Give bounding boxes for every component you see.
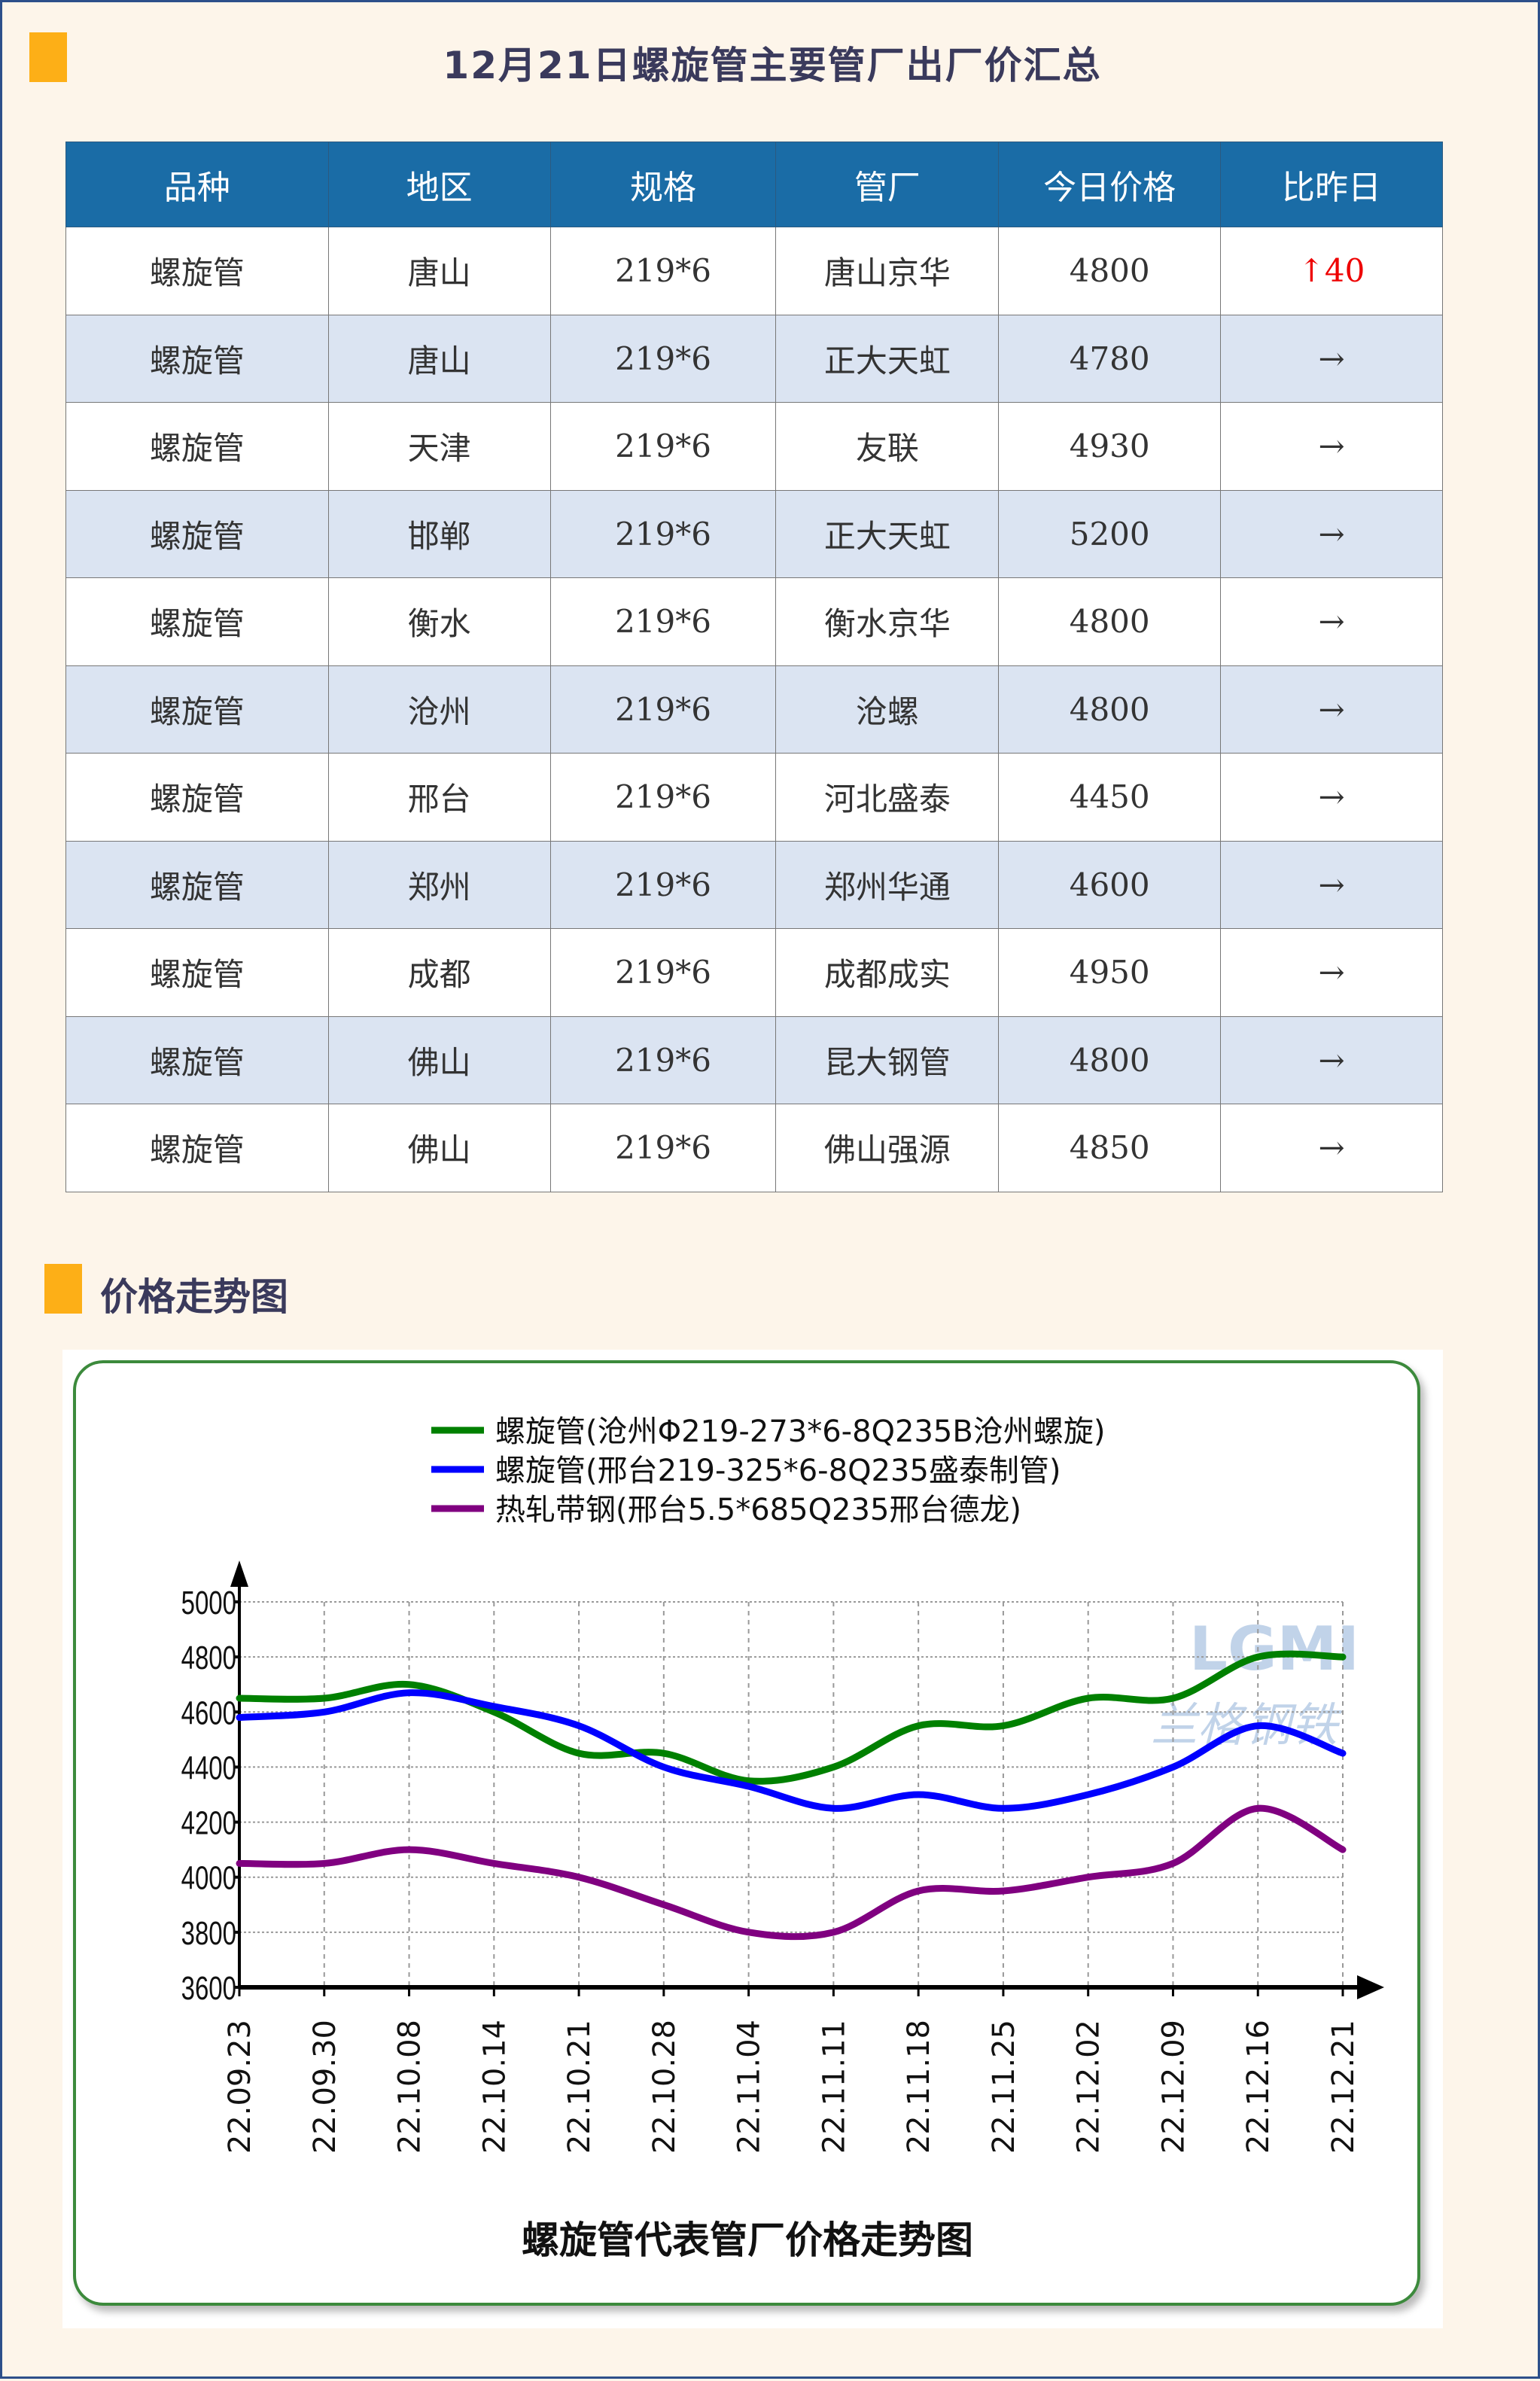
x-tick-label: 22.09.30 xyxy=(308,2020,342,2154)
legend-label: 螺旋管(邢台219-325*6-8Q235盛泰制管) xyxy=(495,1454,1061,1488)
chart-title: 螺旋管代表管厂价格走势图 xyxy=(522,2218,973,2262)
x-tick-label: 22.10.21 xyxy=(562,2020,597,2154)
x-tick-label: 22.11.25 xyxy=(987,2020,1021,2154)
y-tick-label: 4800 xyxy=(181,1640,236,1677)
x-tick-label: 22.11.11 xyxy=(817,2020,851,2154)
y-tick-label: 3800 xyxy=(181,1915,236,1952)
watermark-logo: LGMI xyxy=(1189,1614,1359,1684)
y-axis-arrow-icon xyxy=(230,1560,248,1587)
x-tick-label: 22.10.08 xyxy=(393,2020,428,2154)
series-line-2 xyxy=(239,1808,1343,1936)
y-tick-label: 4000 xyxy=(181,1860,236,1897)
x-tick-label: 22.10.14 xyxy=(477,2020,512,2154)
x-tick-label: 22.11.18 xyxy=(902,2020,936,2154)
x-tick-label: 22.12.09 xyxy=(1156,2020,1191,2154)
x-tick-label: 22.12.16 xyxy=(1241,2020,1276,2154)
x-tick-label: 22.11.04 xyxy=(732,2020,767,2154)
x-tick-label: 22.09.23 xyxy=(223,2020,257,2154)
y-tick-label: 4600 xyxy=(181,1695,236,1732)
y-tick-label: 3600 xyxy=(181,1971,236,2008)
x-tick-label: 22.10.28 xyxy=(647,2020,682,2154)
y-tick-label: 5000 xyxy=(181,1585,236,1622)
legend-label: 螺旋管(沧州Φ219-273*6-8Q235B沧州螺旋) xyxy=(495,1414,1105,1449)
y-tick-label: 4200 xyxy=(181,1805,236,1842)
x-tick-label: 22.12.02 xyxy=(1072,2020,1106,2154)
y-tick-label: 4400 xyxy=(181,1750,236,1787)
legend-label: 热轧带钢(邢台5.5*685Q235邢台德龙) xyxy=(495,1493,1021,1527)
x-axis-arrow-icon xyxy=(1357,1975,1384,1999)
x-tick-label: 22.12.21 xyxy=(1326,2020,1361,2154)
